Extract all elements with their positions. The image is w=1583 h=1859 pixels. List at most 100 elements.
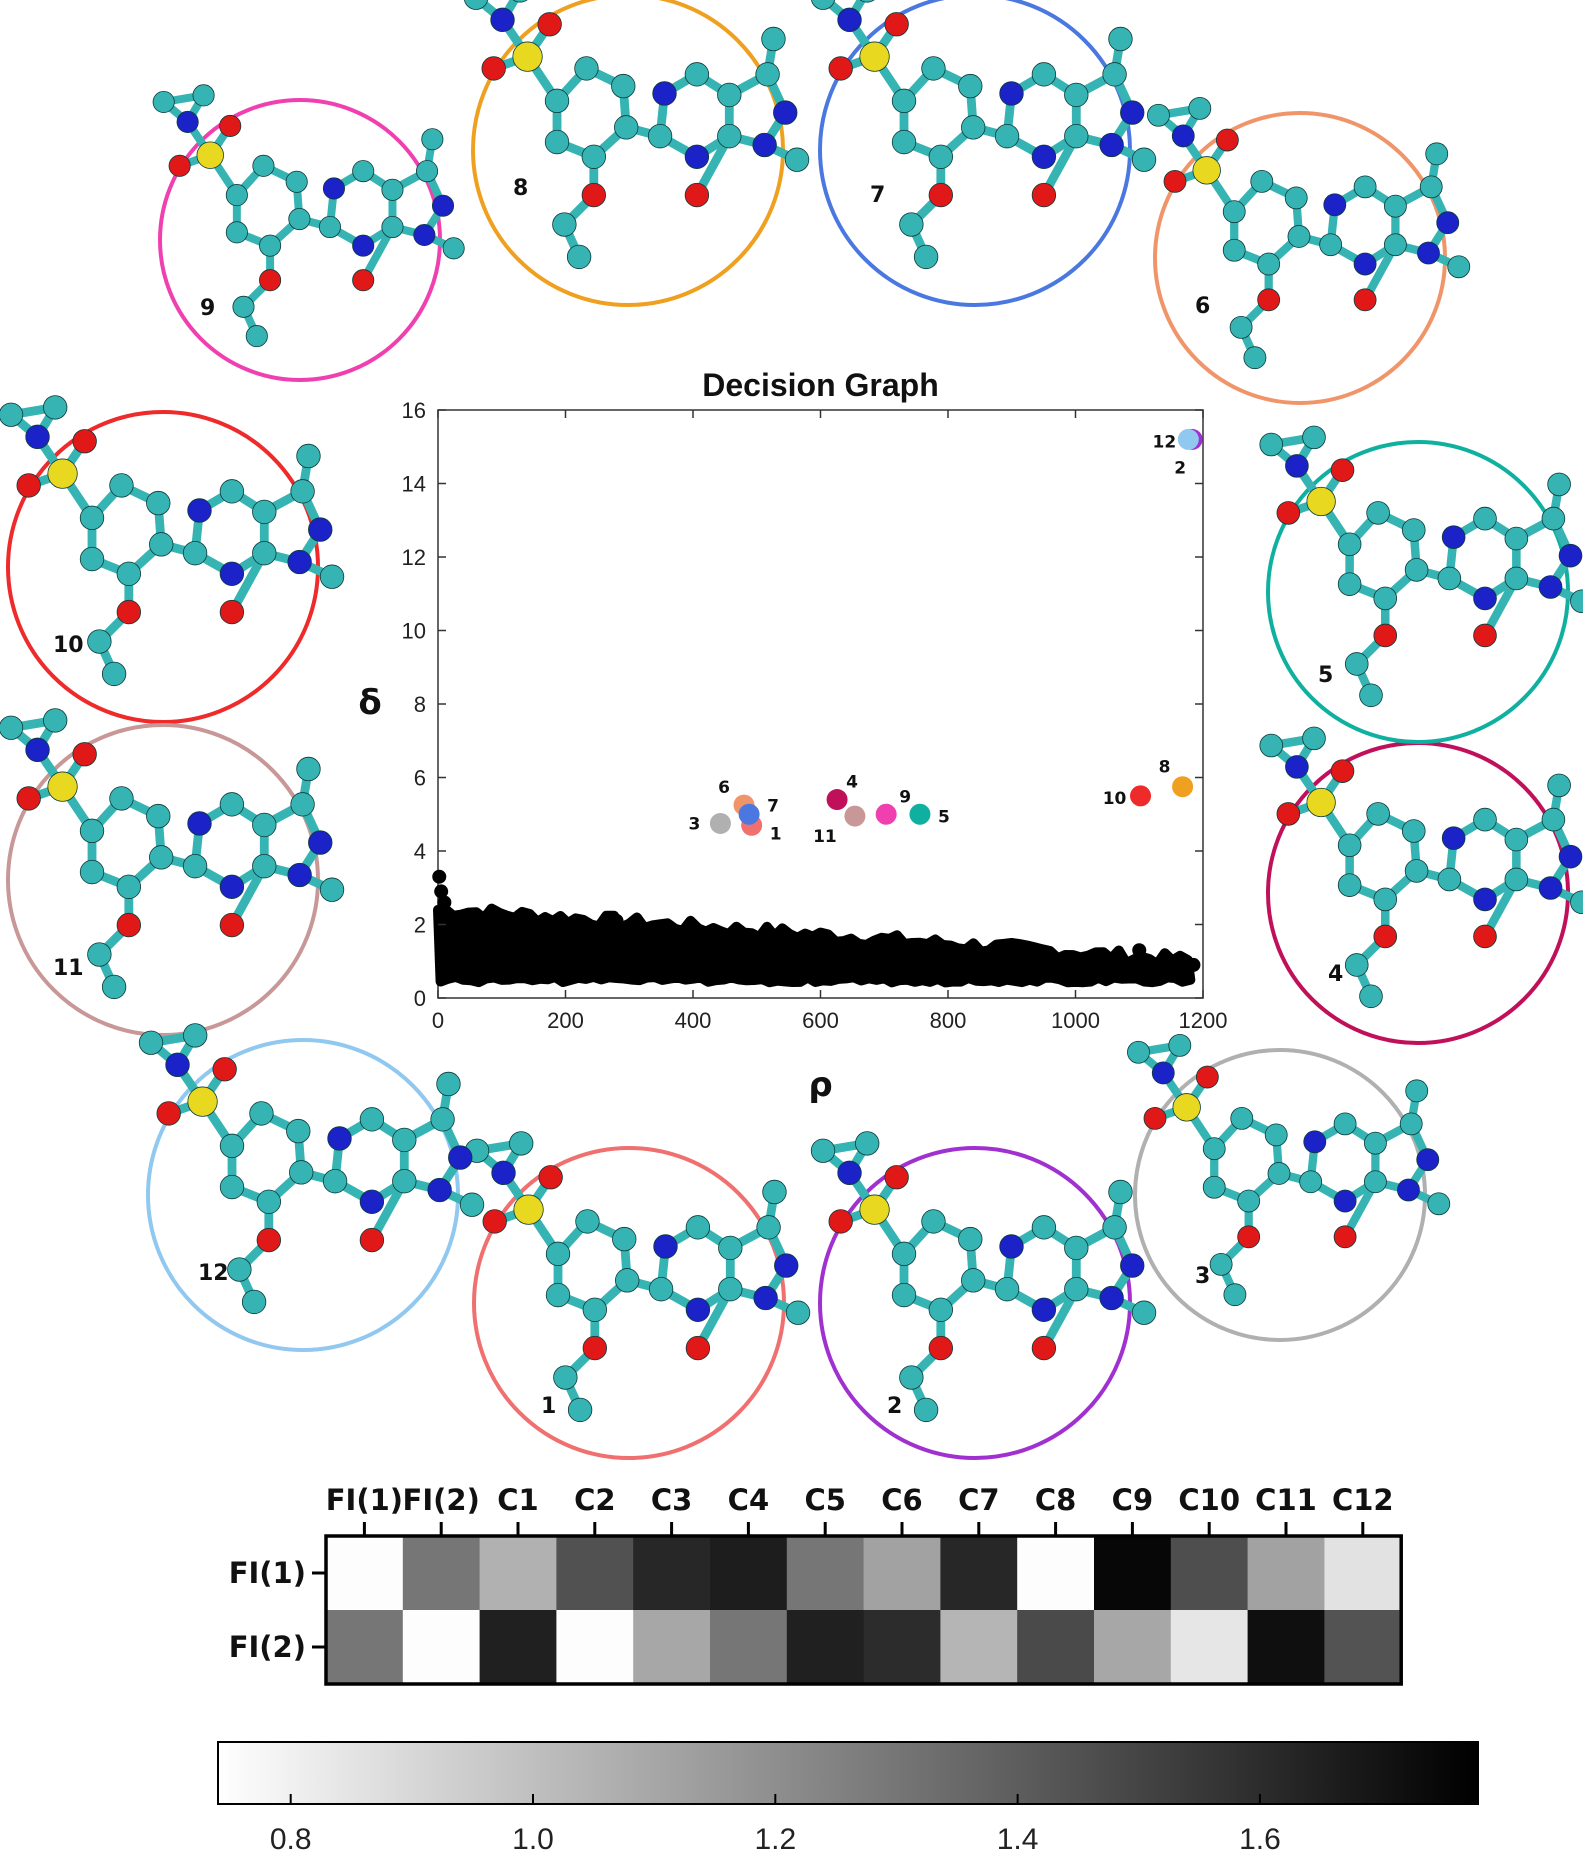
molecule-label: 12: [198, 1261, 229, 1286]
x-tick-label: 800: [930, 1008, 967, 1033]
heatmap-cell: [1017, 1610, 1095, 1685]
heatmap-cell: [1247, 1536, 1325, 1611]
heatmap-cell: [863, 1610, 941, 1685]
point-cloud: [433, 903, 1196, 988]
y-tick-label: 16: [402, 398, 426, 423]
cluster-center-label: 6: [718, 778, 730, 798]
data-point: [432, 869, 447, 884]
column-label: C5: [804, 1483, 845, 1517]
molecule-label: 5: [1318, 663, 1333, 688]
y-tick-label: 12: [402, 545, 426, 570]
heatmap-cell: [326, 1536, 404, 1611]
y-tick-label: 8: [414, 692, 426, 717]
column-label: C11: [1255, 1483, 1317, 1517]
molecule-label: 11: [53, 956, 84, 981]
molecule-label: 3: [1195, 1264, 1210, 1289]
x-axis-label: ρ: [808, 1065, 832, 1105]
data-point: [1132, 943, 1147, 958]
x-tick-label: 400: [675, 1008, 712, 1033]
molecule-label: 8: [513, 176, 528, 201]
heatmap-cell: [556, 1536, 634, 1611]
cluster-center-label: 7: [767, 796, 779, 816]
molecule-label: 9: [200, 296, 215, 321]
y-axis-label: δ: [358, 683, 381, 723]
heatmap-cell: [786, 1610, 865, 1685]
column-label: C3: [651, 1483, 692, 1517]
heatmap-cell: [1324, 1610, 1402, 1685]
heatmap-cell: [556, 1610, 634, 1685]
column-label: C10: [1178, 1483, 1240, 1517]
cluster-center-label: 11: [813, 827, 837, 847]
cluster-center-9: [875, 803, 897, 825]
x-tick-label: 1000: [1051, 1008, 1100, 1033]
heatmap-cell: [633, 1536, 711, 1611]
molecule-label: 2: [887, 1394, 902, 1419]
cluster-center-label: 8: [1159, 758, 1171, 778]
x-tick-label: 200: [547, 1008, 584, 1033]
molecule-panel-4: 4: [1259, 726, 1583, 1045]
cluster-center-7: [738, 803, 760, 825]
heatmap-cell: [940, 1610, 1018, 1685]
column-label: C1: [497, 1483, 538, 1517]
data-point: [1186, 957, 1201, 972]
y-tick-label: 2: [414, 913, 426, 938]
cluster-center-label: 3: [688, 814, 700, 834]
heatmap-cell: [710, 1610, 788, 1685]
y-tick-label: 4: [414, 839, 426, 864]
molecule-label: 6: [1195, 294, 1210, 319]
cluster-center-label: 12: [1153, 432, 1177, 452]
heatmap-cell: [940, 1536, 1018, 1611]
x-axis-ticks: 0 200 400 600 800 1000 1200: [432, 410, 1228, 1033]
colorbar-gradient: [217, 1741, 1479, 1805]
x-tick-label: 600: [802, 1008, 839, 1033]
colorbar-tick-label: 1.0: [512, 1823, 554, 1856]
molecule-panel-11: 11: [0, 708, 345, 1037]
heatmap: FI(1) FI(2) C1 C2 C3 C4 C5 C6 C7 C8 C9 C10 C11 C12FI(…: [229, 1483, 1403, 1686]
molecule-panel-1: 1: [464, 1131, 811, 1460]
heatmap-cell: [326, 1610, 404, 1685]
data-point: [434, 884, 449, 899]
cluster-center-11: [844, 805, 866, 827]
heatmap-cell: [1324, 1536, 1402, 1611]
colorbar-tick-label: 1.4: [997, 1823, 1039, 1856]
y-tick-label: 6: [414, 766, 426, 791]
cluster-center-label: 1: [770, 824, 782, 844]
column-label: C6: [881, 1483, 922, 1517]
molecule-label: 10: [53, 633, 84, 658]
molecule-panel-2: 2: [810, 1131, 1157, 1460]
cluster-center-label: 10: [1103, 789, 1127, 809]
heatmap-cell: [1247, 1610, 1325, 1685]
heatmap-cell: [479, 1610, 557, 1685]
background-points: [432, 869, 1201, 988]
column-label: C2: [574, 1483, 615, 1517]
heatmap-cell: [633, 1610, 711, 1685]
heatmap-cell: [479, 1536, 557, 1611]
cluster-center-10: [1130, 785, 1152, 807]
chart-title: Decision Graph: [702, 367, 939, 403]
column-label: C12: [1332, 1483, 1394, 1517]
cluster-center-label: 5: [938, 807, 950, 827]
heatmap-cell: [402, 1536, 481, 1611]
heatmap-cell: [1170, 1536, 1249, 1611]
molecule-label: 7: [870, 183, 885, 208]
column-label: C7: [958, 1483, 999, 1517]
molecule-label: 4: [1328, 962, 1343, 987]
data-point: [437, 895, 452, 910]
cluster-center-5: [909, 803, 931, 825]
molecule-panel-8: 8: [464, 0, 810, 307]
colorbar-tick-label: 0.8: [270, 1823, 312, 1856]
heatmap-cell: [786, 1536, 865, 1611]
molecule-panel-12: 12: [138, 1023, 485, 1352]
cluster-center-3: [709, 812, 731, 834]
heatmap-cell: [1094, 1536, 1172, 1611]
y-tick-label: 0: [414, 986, 426, 1011]
cluster-center-label: 4: [846, 773, 858, 793]
y-tick-label: 14: [402, 472, 426, 497]
molecule-panel-6: 6: [1147, 96, 1471, 405]
data-point: [609, 913, 624, 928]
column-label: FI(1): [326, 1483, 403, 1517]
x-tick-label: 1200: [1179, 1008, 1228, 1033]
molecule-panel-9: 9: [152, 84, 465, 382]
